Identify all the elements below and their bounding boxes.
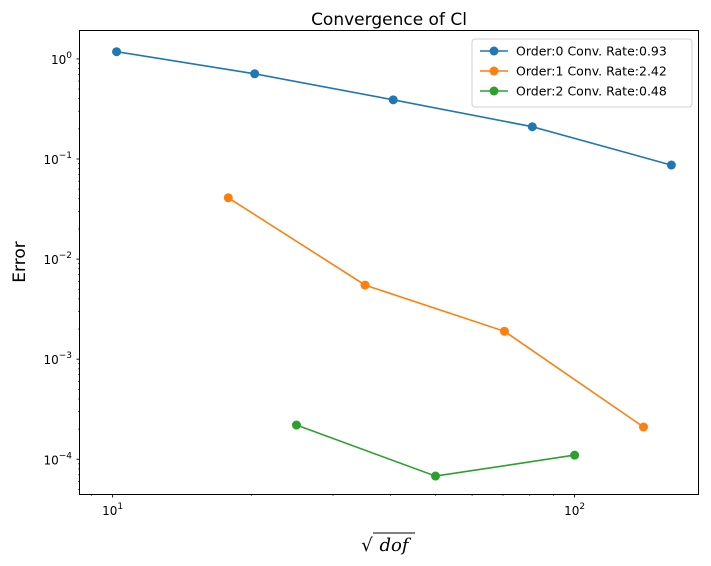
- series-line: [227, 197, 644, 428]
- data-point: [388, 95, 398, 105]
- series-line: [296, 424, 575, 477]
- data-point: [431, 471, 441, 481]
- legend-item: Order:1 Conv. Rate:2.42: [480, 64, 667, 79]
- plot-area-frame: [79, 30, 699, 495]
- x-axis-label-symbol: dof: [379, 535, 411, 556]
- y-tick-label: 10−2: [43, 251, 72, 267]
- legend-item: Order:0 Conv. Rate:0.93: [480, 44, 667, 59]
- series-2: [291, 420, 580, 481]
- data-point: [291, 420, 301, 430]
- data-point: [499, 326, 509, 336]
- legend-marker-swatch: [489, 66, 499, 76]
- data-point: [666, 160, 676, 170]
- y-tick-label: 10−1: [43, 151, 72, 167]
- y-tick-label: 10−4: [43, 451, 72, 467]
- data-point: [527, 122, 537, 132]
- y-axis-label: Error: [10, 241, 30, 282]
- legend-marker-swatch: [489, 46, 499, 56]
- x-tick-label: 101: [102, 502, 123, 518]
- legend-box: [471, 38, 693, 108]
- legend-label: Order:0 Conv. Rate:0.93: [516, 44, 667, 59]
- data-point: [112, 47, 122, 57]
- series-1: [223, 193, 649, 432]
- data-point: [570, 450, 580, 460]
- y-tick-label: 10−3: [43, 351, 72, 367]
- data-point: [639, 422, 649, 432]
- series-0: [112, 47, 676, 170]
- x-axis-label-radical: √: [361, 535, 373, 556]
- legend-marker-swatch: [489, 86, 499, 96]
- chart-title: Convergence of Cl: [311, 10, 467, 30]
- legend-label: Order:2 Conv. Rate:0.48: [516, 84, 667, 99]
- y-tick-label: 100: [51, 51, 72, 67]
- data-point: [360, 280, 370, 290]
- series-layer: [112, 47, 676, 481]
- legend-label: Order:1 Conv. Rate:2.42: [516, 64, 667, 79]
- x-tick-label: 102: [564, 502, 585, 518]
- x-axis-label: √ dof: [361, 532, 415, 556]
- legend-item: Order:2 Conv. Rate:0.48: [480, 84, 667, 99]
- data-point: [250, 69, 260, 79]
- data-point: [223, 193, 233, 203]
- legend: Order:0 Conv. Rate:0.93 Order:1 Conv. Rat…: [471, 38, 693, 108]
